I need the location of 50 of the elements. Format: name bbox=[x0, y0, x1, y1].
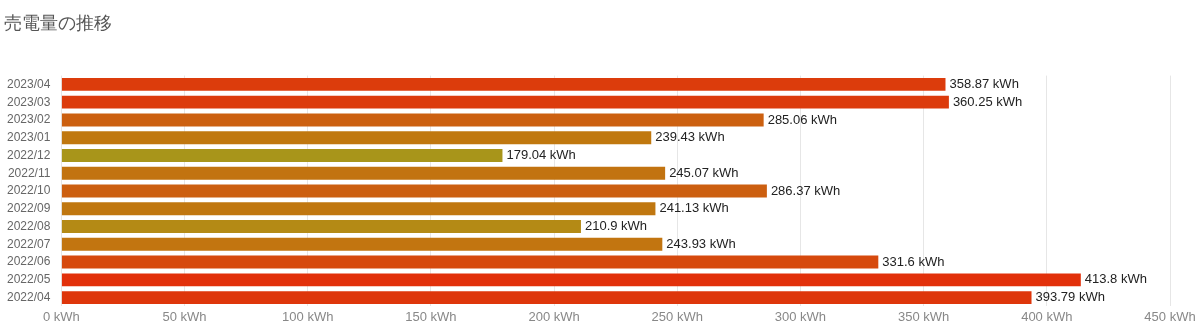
bar bbox=[61, 291, 1032, 304]
y-tick-label: 2022/05 bbox=[6, 272, 51, 287]
bar bbox=[61, 166, 666, 180]
data-label: 179.04 kWh bbox=[506, 147, 576, 163]
data-label: 286.37 kWh bbox=[770, 182, 841, 198]
bar bbox=[61, 220, 581, 233]
bar bbox=[61, 78, 946, 91]
x-tick-label: 450 kWh bbox=[1144, 308, 1196, 324]
y-tick-label: 2023/03 bbox=[6, 94, 51, 109]
x-tick-label: 100 kWh bbox=[282, 308, 334, 324]
y-tick-label: 2022/12 bbox=[6, 147, 51, 162]
data-label: 210.9 kWh bbox=[584, 218, 648, 234]
y-tick-label: 2023/02 bbox=[6, 112, 51, 127]
data-label: 245.07 kWh bbox=[669, 164, 739, 180]
data-label: 358.87 kWh bbox=[949, 76, 1019, 92]
x-tick-label: 50 kWh bbox=[162, 308, 207, 324]
bar bbox=[61, 113, 764, 127]
bar bbox=[61, 95, 949, 109]
data-label: 360.25 kWh bbox=[952, 93, 1023, 109]
y-tick-label: 2023/01 bbox=[6, 130, 51, 145]
y-tick-label: 2022/04 bbox=[6, 289, 51, 304]
y-tick-label: 2022/09 bbox=[6, 201, 51, 216]
chart-title: 売電量の推移 bbox=[4, 12, 112, 34]
x-tick-label: 250 kWh bbox=[651, 308, 703, 324]
bar bbox=[61, 255, 879, 269]
x-tick-label: 350 kWh bbox=[897, 308, 950, 324]
data-label: 243.93 kWh bbox=[666, 235, 736, 251]
data-label: 241.13 kWh bbox=[659, 200, 729, 216]
y-tick-label: 2022/06 bbox=[6, 254, 51, 269]
data-label: 393.79 kWh bbox=[1035, 289, 1105, 305]
data-label: 331.6 kWh bbox=[882, 253, 945, 269]
y-tick-label: 2022/11 bbox=[7, 165, 51, 180]
y-tick-label: 2023/04 bbox=[6, 76, 51, 91]
x-tick-label: 200 kWh bbox=[528, 308, 580, 324]
bar bbox=[61, 237, 663, 251]
x-tick-label: 300 kWh bbox=[774, 308, 827, 324]
bar bbox=[61, 149, 503, 162]
x-tick-label: 150 kWh bbox=[405, 308, 457, 324]
bar bbox=[61, 131, 652, 145]
y-tick-label: 2022/07 bbox=[6, 236, 51, 251]
y-tick-label: 2022/10 bbox=[6, 183, 51, 198]
data-label: 413.8 kWh bbox=[1084, 271, 1147, 287]
bar bbox=[61, 184, 767, 198]
bar bbox=[61, 202, 656, 216]
x-tick-label: 0 kWh bbox=[42, 308, 80, 324]
y-tick-label: 2022/08 bbox=[6, 218, 51, 233]
data-label: 239.43 kWh bbox=[655, 129, 725, 145]
bar bbox=[61, 273, 1081, 287]
x-tick-label: 400 kWh bbox=[1021, 308, 1073, 324]
data-label: 285.06 kWh bbox=[767, 111, 838, 127]
